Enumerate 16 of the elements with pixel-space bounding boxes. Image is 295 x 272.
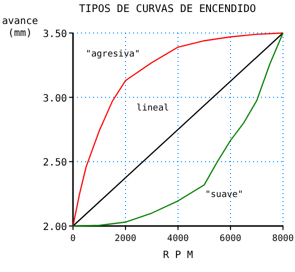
x-axis-title: R P M [162, 250, 194, 261]
x-tick-label: 8000 [272, 234, 294, 244]
series-label: "agresiva" [86, 49, 140, 60]
series-label: lineal [136, 103, 170, 114]
y-tick-label: 3.00 [42, 93, 67, 104]
line-series [72, 32, 284, 227]
x-tick-label: 6000 [220, 234, 242, 244]
x-tick-label: 2000 [114, 234, 136, 244]
y-axis-title: avance (mm) [2, 16, 38, 39]
y-tick-label: 3.50 [42, 29, 67, 40]
series-label: "suave" [205, 190, 244, 200]
chart-title: TIPOS DE CURVAS DE ENCENDIDO [78, 3, 256, 15]
y-tick-label: 2.50 [42, 158, 67, 169]
y-tick-label: 2.00 [42, 222, 67, 233]
x-tick-label: 0 [70, 234, 76, 244]
x-tick-label: 4000 [167, 234, 189, 244]
